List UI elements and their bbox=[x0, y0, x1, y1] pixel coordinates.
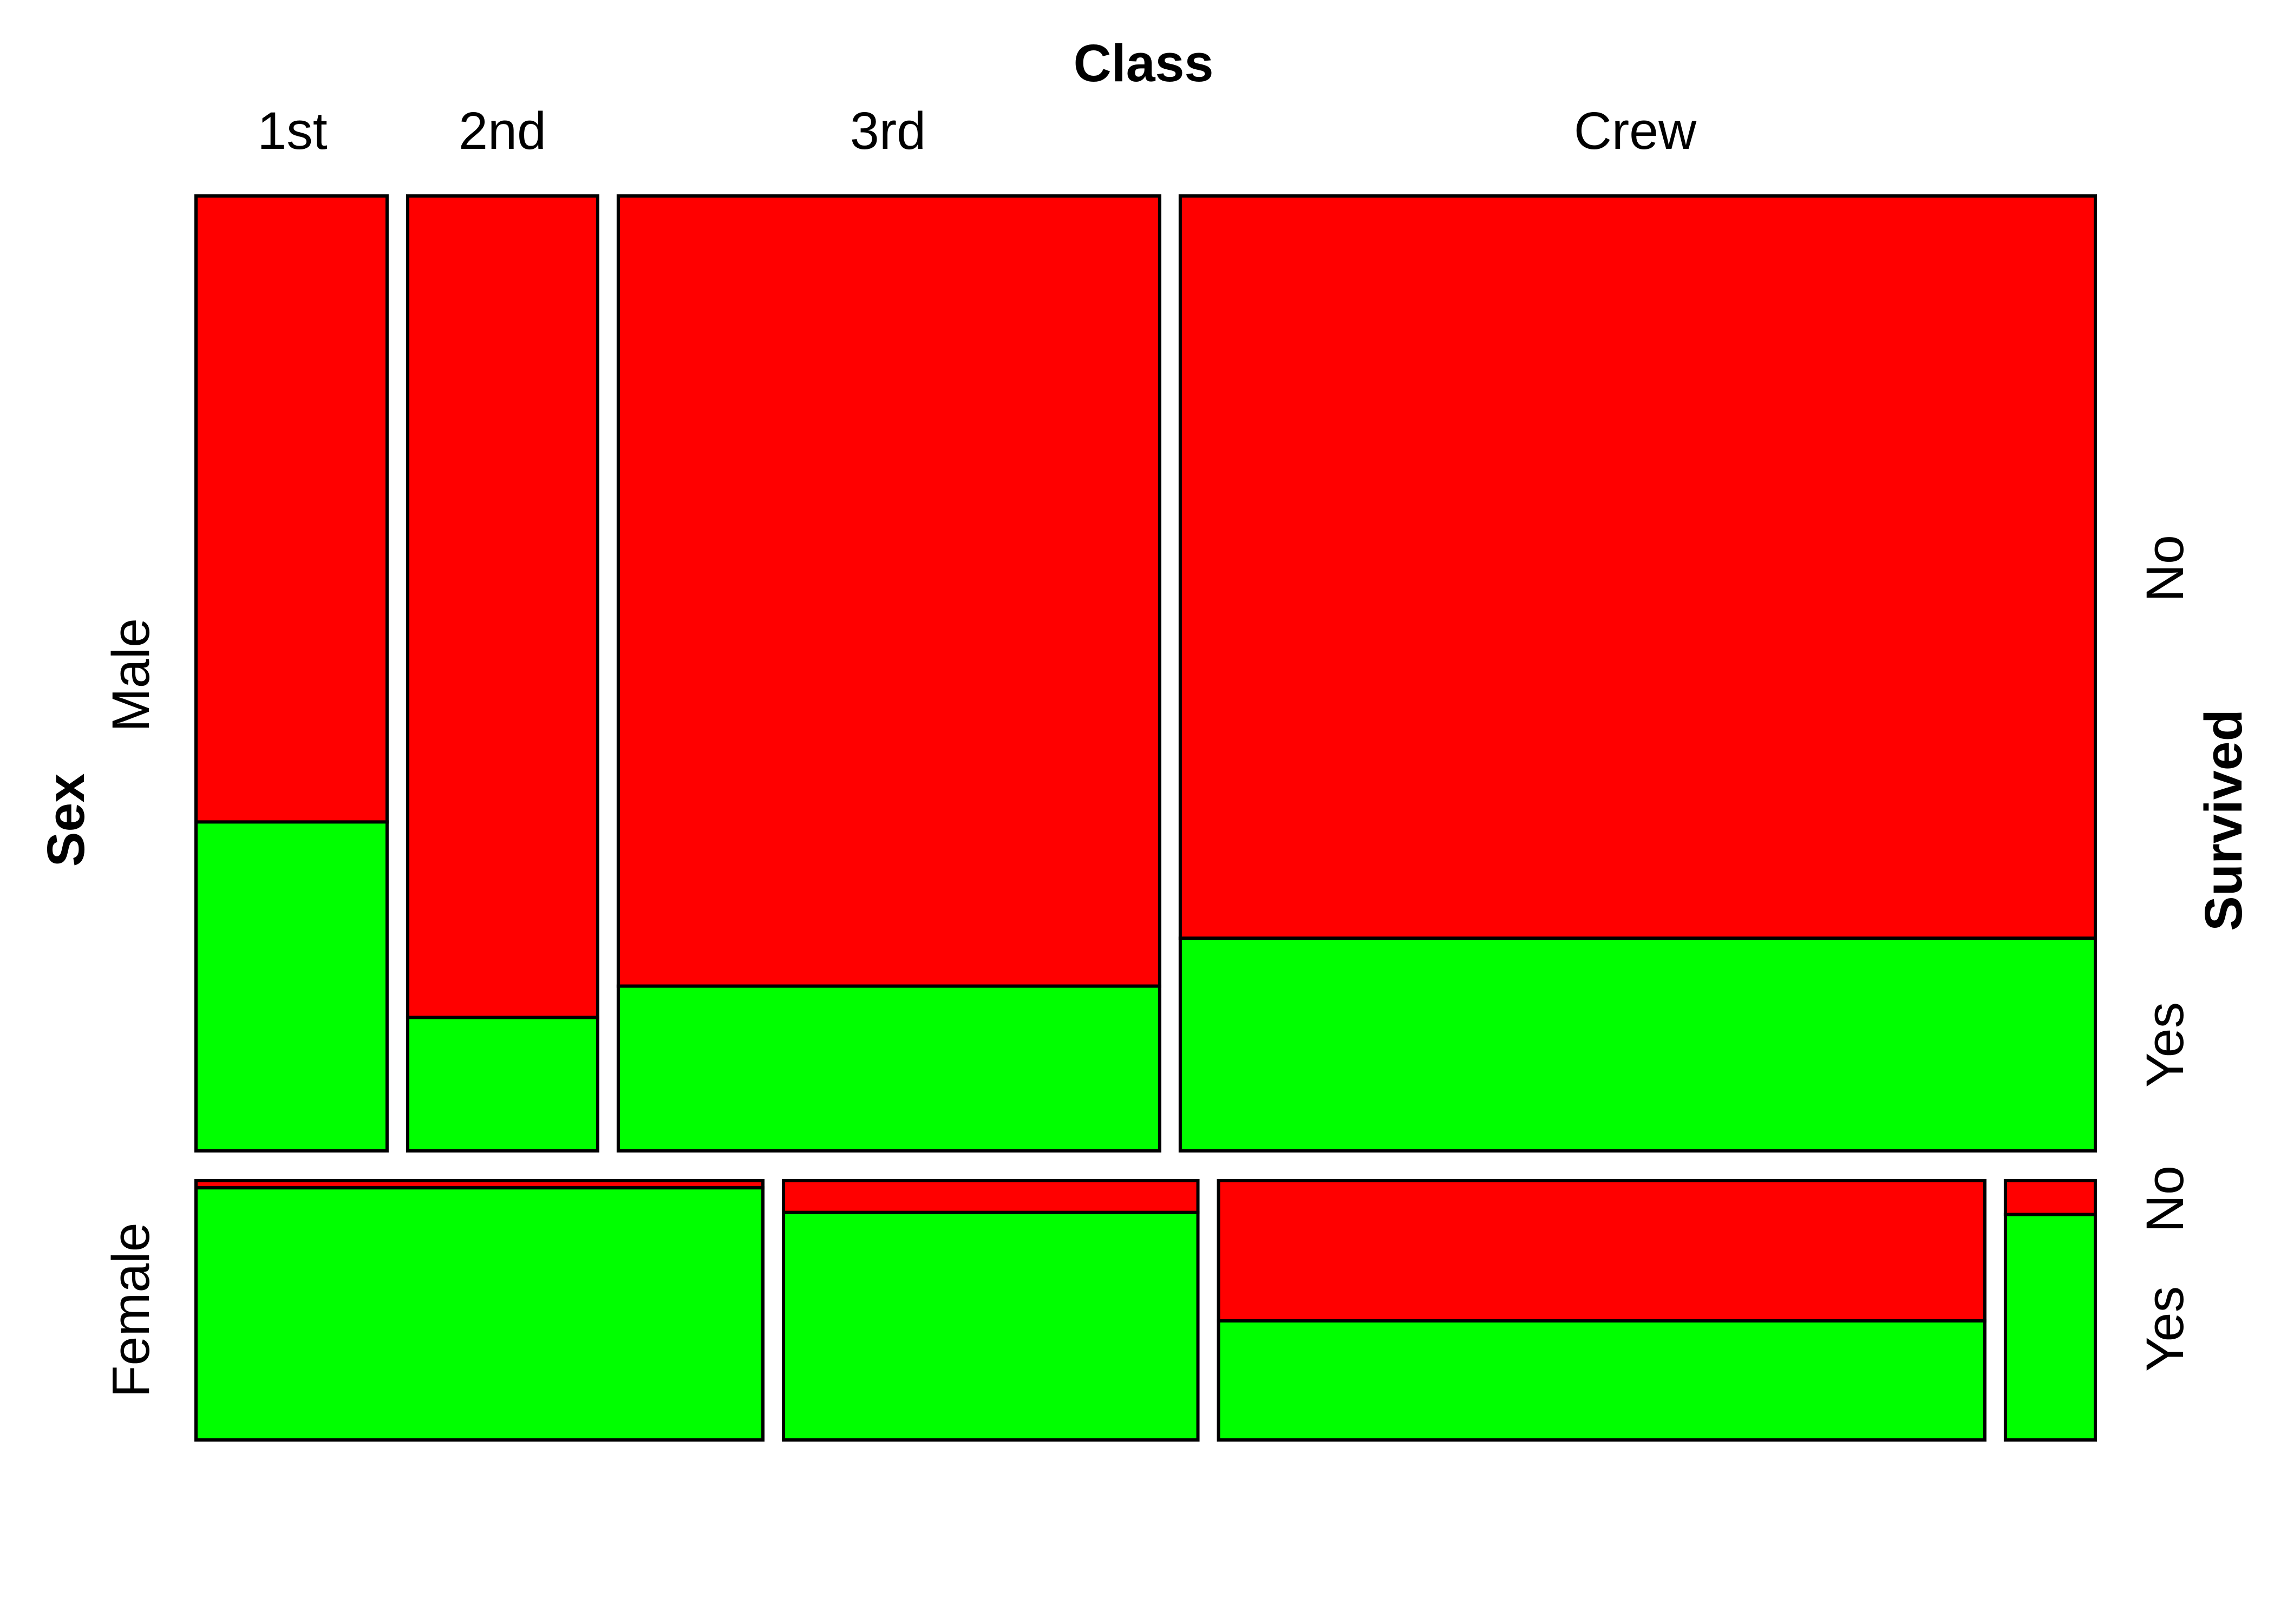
mosaic-tile-male-3rd-no bbox=[616, 194, 1161, 988]
mosaic-tile-male-3rd-yes bbox=[616, 984, 1161, 1153]
mosaic-tile-female-crew-no bbox=[2003, 1179, 2097, 1216]
mosaic-tile-female-3rd-no bbox=[1217, 1179, 1987, 1323]
x-tick-label-1st: 1st bbox=[257, 101, 327, 160]
y-tick-label-female: Female bbox=[101, 1222, 160, 1397]
fill-axis-title: Survived bbox=[2194, 709, 2253, 931]
mosaic-tile-male-crew-no bbox=[1178, 194, 2097, 940]
mosaic-tile-female-3rd-yes bbox=[1217, 1319, 1987, 1442]
mosaic-tile-female-2nd-yes bbox=[782, 1210, 1200, 1442]
right-label-male-no: No bbox=[2135, 535, 2194, 602]
mosaic-tile-male-2nd-yes bbox=[406, 1016, 599, 1153]
mosaic-tile-male-2nd-no bbox=[406, 194, 599, 1019]
right-label-male-yes: Yes bbox=[2135, 1002, 2194, 1088]
mosaic-labels: Class Sex Survived 1st 2nd 3rd Crew Male… bbox=[36, 34, 2253, 1398]
x-tick-label-2nd: 2nd bbox=[459, 101, 546, 160]
right-label-female-no: No bbox=[2135, 1165, 2194, 1233]
right-label-female-yes: Yes bbox=[2135, 1286, 2194, 1372]
mosaic-tile-female-2nd-no bbox=[782, 1179, 1200, 1214]
x-axis-title: Class bbox=[1074, 34, 1214, 93]
y-tick-label-male: Male bbox=[101, 618, 160, 732]
mosaic-tiles bbox=[194, 194, 2097, 1442]
mosaic-tile-female-1st-yes bbox=[194, 1186, 765, 1442]
mosaic-tile-female-crew-yes bbox=[2003, 1213, 2097, 1442]
mosaic-tile-male-1st-no bbox=[194, 194, 389, 824]
x-tick-label-3rd: 3rd bbox=[850, 101, 926, 160]
mosaic-tile-male-1st-yes bbox=[194, 820, 389, 1153]
y-axis-title: Sex bbox=[36, 774, 95, 867]
x-tick-label-crew: Crew bbox=[1574, 101, 1697, 160]
mosaic-tile-male-crew-yes bbox=[1178, 937, 2097, 1153]
